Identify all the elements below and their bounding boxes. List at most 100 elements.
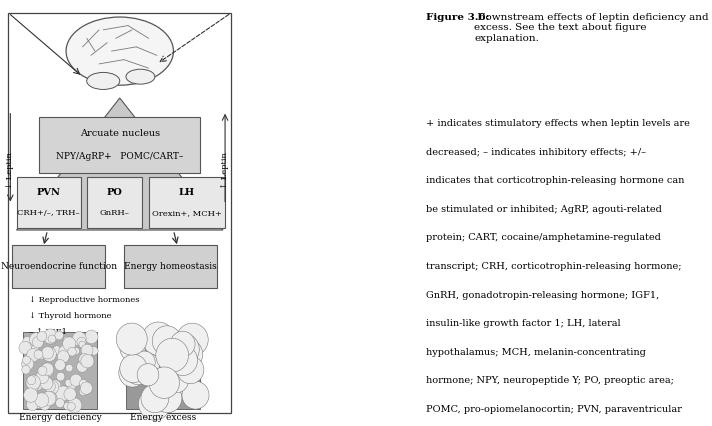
Circle shape <box>57 351 69 363</box>
Text: ↓ Reproductive hormones: ↓ Reproductive hormones <box>29 296 140 304</box>
Circle shape <box>40 363 54 377</box>
Circle shape <box>73 347 80 355</box>
Circle shape <box>23 338 35 350</box>
Circle shape <box>152 326 182 356</box>
Circle shape <box>26 375 41 390</box>
Text: – ↑ IGF1: – ↑ IGF1 <box>29 328 67 337</box>
Circle shape <box>19 341 31 354</box>
FancyBboxPatch shape <box>124 245 216 288</box>
Circle shape <box>79 380 88 388</box>
Circle shape <box>133 351 155 374</box>
Circle shape <box>64 337 75 348</box>
Circle shape <box>36 351 45 360</box>
Circle shape <box>119 359 146 387</box>
Text: Arcuate nucleus: Arcuate nucleus <box>80 129 159 138</box>
Circle shape <box>72 331 86 346</box>
Circle shape <box>77 337 86 347</box>
Circle shape <box>81 344 93 357</box>
Circle shape <box>79 354 90 365</box>
Circle shape <box>174 371 199 398</box>
Circle shape <box>37 331 47 342</box>
Circle shape <box>28 385 38 396</box>
Circle shape <box>139 354 159 375</box>
Circle shape <box>142 322 174 356</box>
FancyBboxPatch shape <box>87 177 142 228</box>
Circle shape <box>58 360 64 368</box>
Circle shape <box>36 397 46 406</box>
Circle shape <box>70 374 82 386</box>
Text: Neuroendocrine function: Neuroendocrine function <box>1 262 117 271</box>
FancyBboxPatch shape <box>16 177 80 228</box>
Circle shape <box>23 337 31 345</box>
Circle shape <box>63 402 71 410</box>
Text: be stimulated or inhibited; AgRP, agouti-related: be stimulated or inhibited; AgRP, agouti… <box>426 205 661 214</box>
Circle shape <box>149 367 179 398</box>
Ellipse shape <box>87 72 120 89</box>
Circle shape <box>42 347 56 362</box>
Circle shape <box>79 341 85 348</box>
Ellipse shape <box>126 69 155 84</box>
Circle shape <box>56 372 65 381</box>
Circle shape <box>120 336 145 362</box>
Circle shape <box>120 354 147 383</box>
Circle shape <box>26 398 38 411</box>
Text: GnRH, gonadotropin-releasing hormone; IGF1,: GnRH, gonadotropin-releasing hormone; IG… <box>426 291 659 299</box>
Text: ↓ Leptin: ↓ Leptin <box>6 152 14 189</box>
Circle shape <box>66 379 77 390</box>
Circle shape <box>80 382 93 394</box>
Circle shape <box>41 363 53 376</box>
Circle shape <box>41 391 56 406</box>
Circle shape <box>168 345 197 376</box>
FancyBboxPatch shape <box>126 332 200 409</box>
Circle shape <box>44 381 56 392</box>
Circle shape <box>137 364 159 386</box>
Text: ↓ Thyroid hormone: ↓ Thyroid hormone <box>29 312 111 320</box>
Circle shape <box>90 347 98 355</box>
Circle shape <box>58 372 65 380</box>
Circle shape <box>21 358 33 370</box>
Circle shape <box>63 391 70 400</box>
Circle shape <box>55 360 66 371</box>
Circle shape <box>81 354 94 368</box>
Circle shape <box>35 393 48 407</box>
Circle shape <box>49 380 61 392</box>
Circle shape <box>46 380 59 394</box>
Circle shape <box>174 339 203 369</box>
Circle shape <box>27 348 40 362</box>
FancyBboxPatch shape <box>23 332 97 409</box>
Circle shape <box>170 331 195 357</box>
Text: protein; CART, cocaine/amphetamine-regulated: protein; CART, cocaine/amphetamine-regul… <box>426 233 661 242</box>
Circle shape <box>83 356 93 366</box>
Text: indicates that corticotrophin-releasing hormone can: indicates that corticotrophin-releasing … <box>426 176 684 185</box>
Circle shape <box>168 333 199 366</box>
Circle shape <box>36 371 48 384</box>
Circle shape <box>177 356 204 384</box>
Circle shape <box>123 354 154 385</box>
Circle shape <box>64 391 71 398</box>
Circle shape <box>38 366 47 375</box>
Text: hormone; NPY, neuropeptide Y; PO, preoptic area;: hormone; NPY, neuropeptide Y; PO, preopt… <box>426 376 674 385</box>
Circle shape <box>85 330 98 344</box>
Circle shape <box>66 364 73 372</box>
Text: POMC, pro-opiomelanocortin; PVN, paraventricular: POMC, pro-opiomelanocortin; PVN, paraven… <box>426 405 682 414</box>
Text: GnRH–: GnRH– <box>100 209 130 217</box>
Circle shape <box>67 398 82 413</box>
Circle shape <box>34 399 43 409</box>
Circle shape <box>68 347 76 356</box>
Text: Energy homeostasis: Energy homeostasis <box>124 262 216 271</box>
Text: NPY/AgRP+   POMC/CART–: NPY/AgRP+ POMC/CART– <box>56 152 184 161</box>
Text: Orexin+, MCH+: Orexin+, MCH+ <box>152 209 222 217</box>
Circle shape <box>68 403 75 411</box>
Text: LH: LH <box>179 188 195 198</box>
Circle shape <box>29 333 43 346</box>
Circle shape <box>41 347 53 359</box>
Circle shape <box>63 336 70 344</box>
Circle shape <box>175 371 198 395</box>
Text: hypothalamus; MCH, melanin-concentrating: hypothalamus; MCH, melanin-concentrating <box>426 348 646 357</box>
Circle shape <box>48 335 56 343</box>
Text: Energy deficiency: Energy deficiency <box>19 413 101 422</box>
Circle shape <box>156 338 189 372</box>
Circle shape <box>53 346 61 354</box>
Circle shape <box>141 384 169 413</box>
Circle shape <box>34 350 43 359</box>
